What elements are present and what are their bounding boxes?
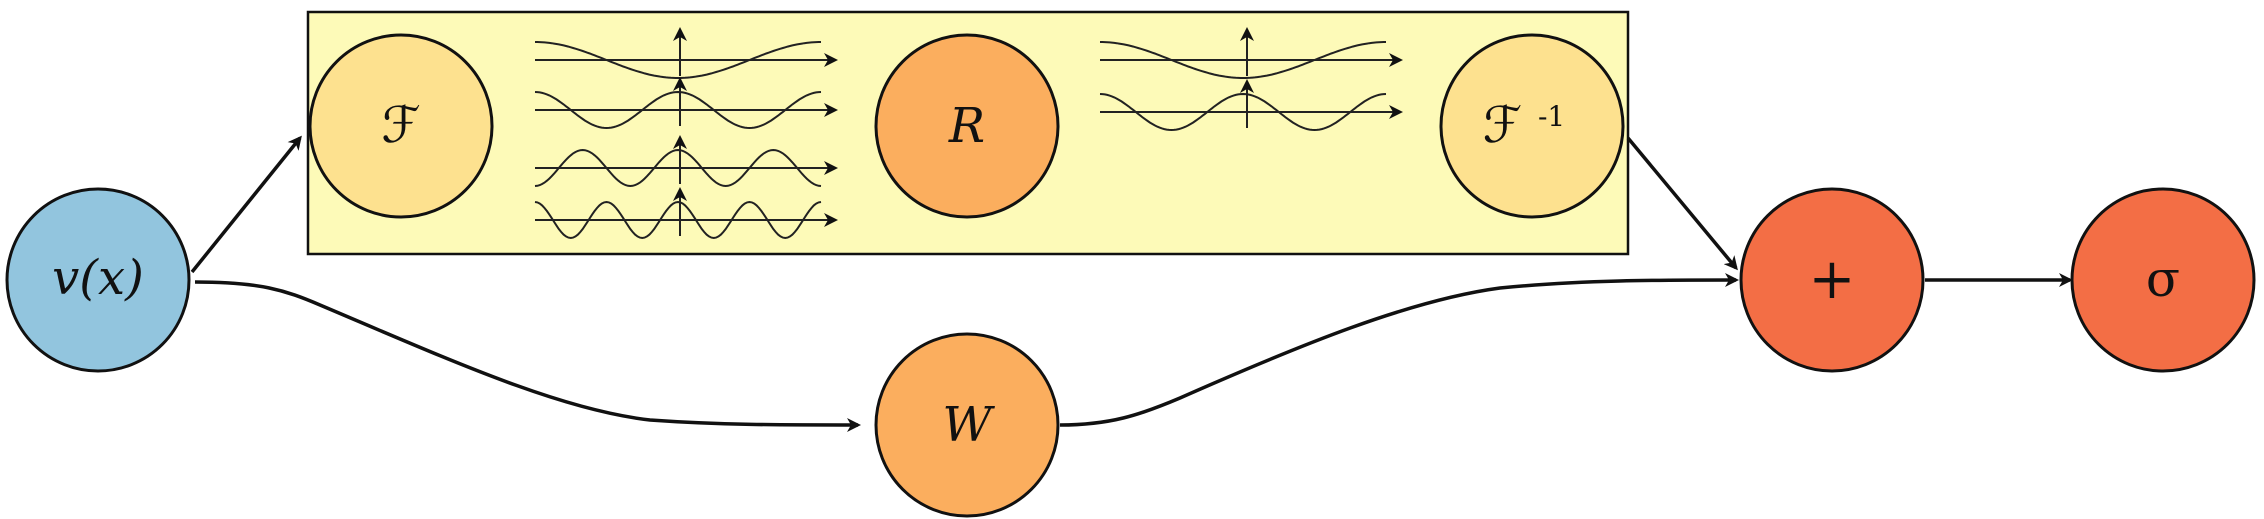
sum-label: + [1809,247,1856,312]
linear-weight-node: W [874,332,1060,518]
edge-linear-to-sum [1059,273,1739,427]
spectral-weights-label: R [948,98,985,154]
edge-input-to-linear [194,280,861,432]
decomposition-wave-curve [534,200,822,240]
edge-input-to-fourier [190,135,302,274]
inverse-fourier-label: ℱ -1 [1483,96,1566,154]
fourier-transform-label: ℱ [381,96,420,154]
sum-node: + [1739,187,1925,373]
fourier-decomposition-waves [534,27,838,240]
filtered-wave-curve [1100,41,1386,79]
filtered-wave-2 [1099,79,1403,132]
filtered-frequency-waves [1099,27,1403,132]
filtered-wave-curve [1099,92,1387,132]
decomposition-wave-curve [534,90,822,130]
input-node: v(x) [5,187,191,373]
inverse-fourier-symbol: ℱ [1483,96,1522,154]
edge-inverse-to-sum [1626,136,1738,271]
linear-weight-label: W [942,397,995,453]
decomposition-wave-3 [534,135,838,188]
input-node-label: v(x) [52,250,144,306]
inverse-fourier-superscript: -1 [1538,100,1565,133]
activation-label: σ [2146,250,2180,308]
inverse-fourier-node: ℱ -1 [1439,33,1625,219]
activation-node: σ [2070,187,2256,373]
decomposition-wave-2 [534,77,838,130]
fourier-transform-node: ℱ [308,33,494,219]
decomposition-wave-4 [534,187,838,240]
spectral-weights-node: R [874,33,1060,219]
filtered-wave-1 [1100,27,1403,79]
decomposition-wave-curve [534,148,822,188]
